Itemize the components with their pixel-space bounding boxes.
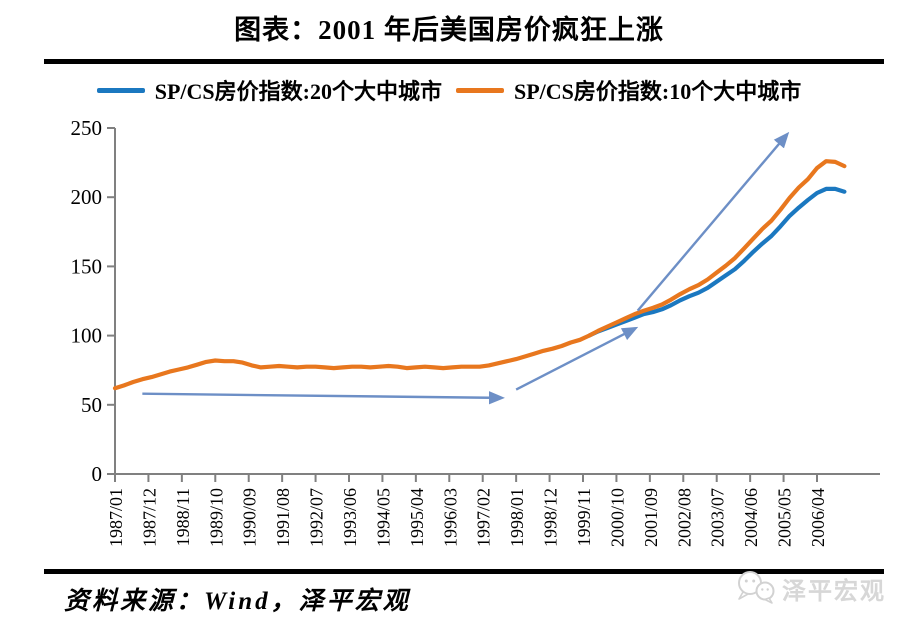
legend-item-20-city: SP/CS房价指数:20个大中城市 bbox=[96, 74, 442, 106]
x-tick-label: 1989/10 bbox=[206, 488, 226, 547]
y-tick-label: 0 bbox=[92, 462, 103, 486]
x-tick-label: 2001/09 bbox=[641, 488, 661, 547]
x-tick-label: 1999/11 bbox=[574, 488, 594, 546]
x-tick-label: 2000/10 bbox=[607, 488, 627, 547]
x-tick-label: 1998/12 bbox=[541, 488, 561, 547]
bottom-divider bbox=[44, 569, 884, 574]
y-tick-label: 150 bbox=[71, 254, 103, 278]
x-tick-label: 1993/06 bbox=[340, 488, 360, 547]
x-tick-label: 2005/05 bbox=[775, 488, 795, 547]
axes: 0 50 100 150 200 250 1987/01 1987/12 1988/11 1989… bbox=[71, 116, 880, 547]
brand-watermark: 泽平宏观 bbox=[735, 570, 886, 606]
x-tick-label: 1998/01 bbox=[507, 488, 527, 547]
x-tick-label: 2003/07 bbox=[708, 488, 728, 547]
series-line-20-city bbox=[586, 186, 847, 338]
x-tick-label: 2006/04 bbox=[808, 488, 828, 547]
source-note: 资料来源：Wind，泽平宏观 bbox=[64, 588, 411, 615]
chart-title: 图表：2001 年后美国房价疯狂上涨 bbox=[234, 15, 664, 45]
series-line-10-city bbox=[112, 159, 847, 391]
legend-item-10-city: SP/CS房价指数:10个大中城市 bbox=[456, 74, 801, 106]
x-tick-label: 1991/08 bbox=[273, 488, 293, 547]
x-tick-label: 1994/05 bbox=[373, 488, 393, 547]
y-tick-label: 250 bbox=[71, 116, 103, 140]
x-tick-label: 1990/09 bbox=[240, 488, 260, 547]
legend: SP/CS房价指数:20个大中城市 SP/CS房价指数:10个大中城市 bbox=[0, 74, 898, 106]
legend-swatch-10-city bbox=[456, 87, 504, 93]
x-tick-label: 1996/03 bbox=[440, 488, 460, 547]
x-tick-label: 1992/07 bbox=[307, 488, 327, 547]
legend-label-10-city: SP/CS房价指数:10个大中城市 bbox=[514, 79, 802, 104]
wechat-bubbles-icon bbox=[738, 571, 775, 604]
x-tick-label: 1997/02 bbox=[474, 488, 494, 547]
x-tick-label: 2002/08 bbox=[674, 488, 694, 547]
top-divider bbox=[44, 59, 884, 64]
trend-arrow-3 bbox=[636, 131, 790, 312]
legend-swatch-20-city bbox=[96, 87, 145, 93]
y-tick-label: 50 bbox=[81, 393, 102, 417]
x-tick-label: 1995/04 bbox=[407, 488, 427, 547]
y-tick-label: 100 bbox=[71, 324, 103, 348]
brand-watermark-text: 泽平宏观 bbox=[782, 577, 886, 605]
trend-arrow-2 bbox=[515, 326, 639, 391]
trend-arrow-1 bbox=[142, 391, 505, 405]
y-tick-label: 200 bbox=[71, 185, 103, 209]
x-tick-label: 1987/12 bbox=[139, 488, 159, 547]
x-tick-label: 1988/11 bbox=[173, 488, 193, 546]
x-tick-label: 1987/01 bbox=[106, 488, 126, 547]
legend-label-20-city: SP/CS房价指数:20个大中城市 bbox=[154, 79, 442, 104]
x-tick-label: 2004/06 bbox=[741, 488, 761, 547]
